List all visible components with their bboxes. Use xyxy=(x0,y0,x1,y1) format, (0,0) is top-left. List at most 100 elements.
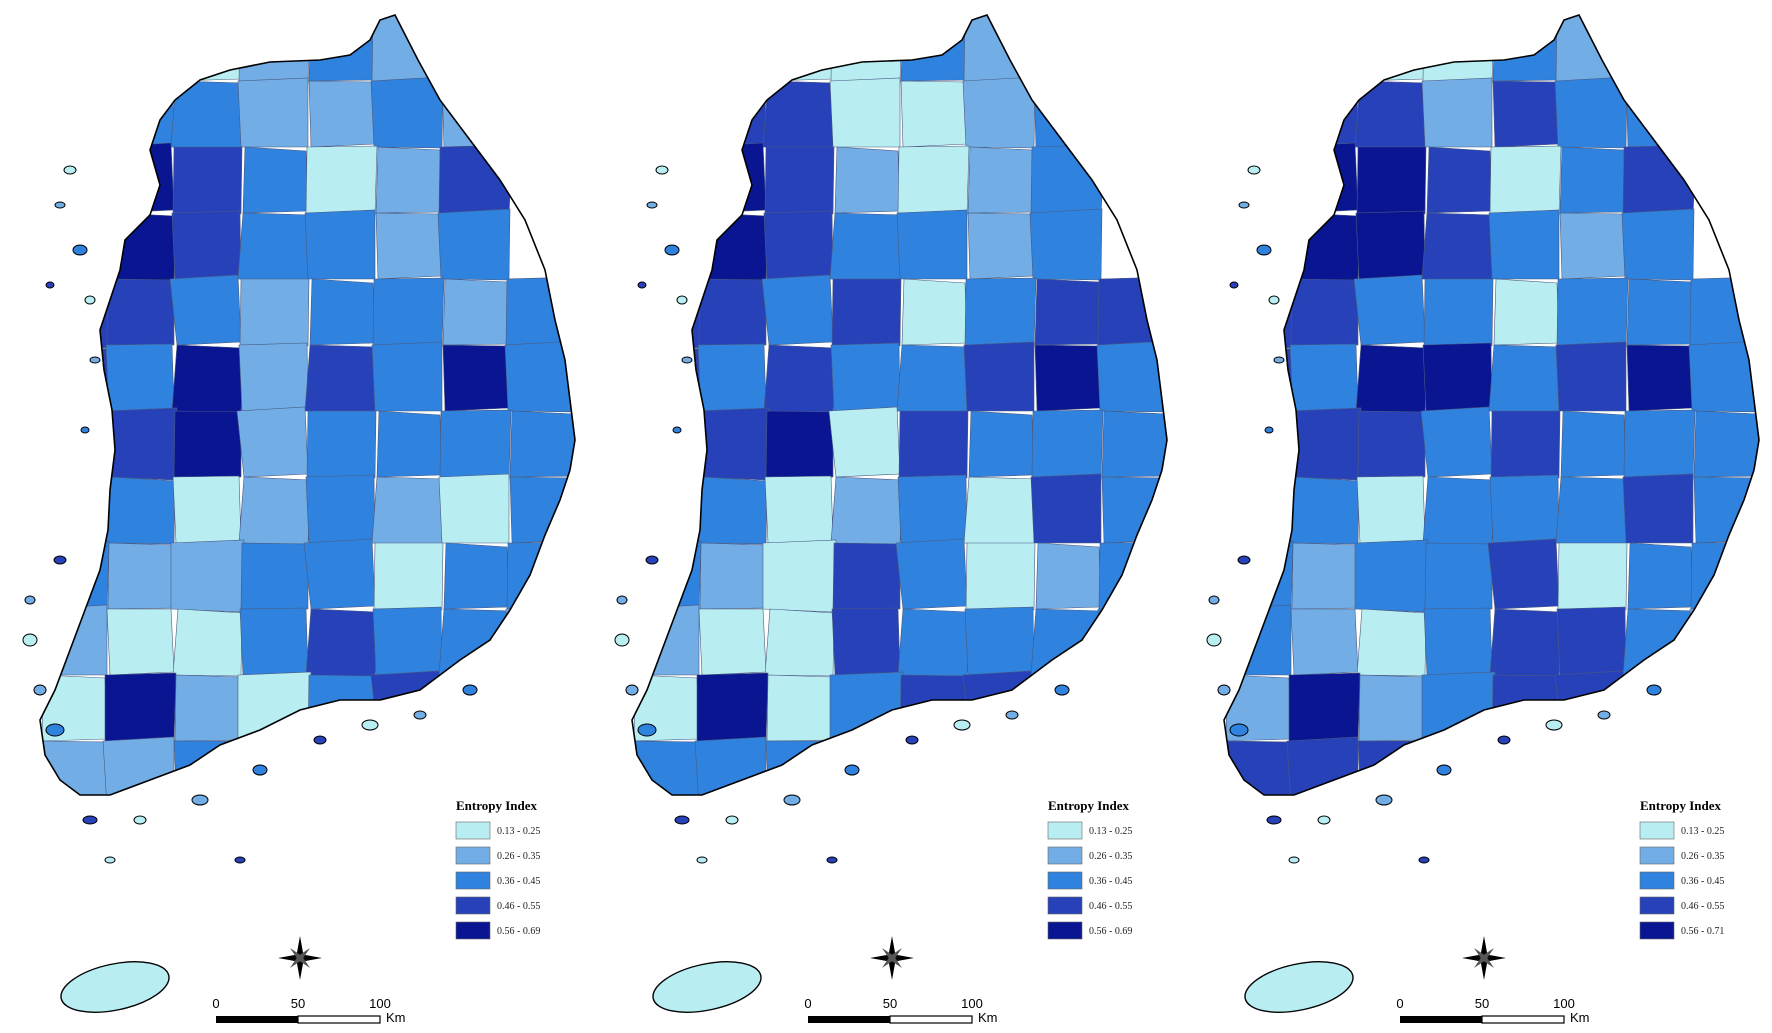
district-region xyxy=(1694,674,1759,742)
legend-swatch xyxy=(1047,871,1083,890)
legend: Entropy Index 0.13 - 0.25 0.26 - 0.35 0.36 … xyxy=(1639,798,1724,940)
jeju-island xyxy=(652,961,762,1013)
small-island xyxy=(783,794,801,806)
district-region xyxy=(40,15,108,82)
district-region xyxy=(305,474,376,544)
district-region xyxy=(1422,342,1493,412)
district-region xyxy=(897,608,970,678)
legend-title: Entropy Index xyxy=(1048,798,1130,813)
legend-label: 0.13 - 0.25 xyxy=(1089,826,1132,837)
north-arrow-icon xyxy=(1462,936,1506,980)
district-region xyxy=(1622,473,1694,544)
district-region xyxy=(1423,278,1494,347)
district-region xyxy=(442,278,510,346)
district-region xyxy=(1487,538,1560,610)
scale-bar-tick-label: 50 xyxy=(883,996,897,1011)
district-region xyxy=(1624,674,1695,743)
district-region xyxy=(900,15,968,82)
district-region xyxy=(1556,277,1629,348)
district-region xyxy=(240,542,309,610)
legend-swatch xyxy=(455,921,491,940)
district-region xyxy=(900,80,968,148)
district-region xyxy=(764,475,834,544)
small-island xyxy=(53,555,67,565)
district-region xyxy=(694,142,767,214)
district-region xyxy=(1555,15,1630,85)
district-region xyxy=(308,80,376,148)
small-island xyxy=(696,856,708,864)
district-region xyxy=(40,80,110,150)
district-region xyxy=(1288,672,1361,744)
small-island xyxy=(1238,201,1250,209)
district-region xyxy=(1689,276,1759,349)
district-region xyxy=(440,674,511,743)
district-region xyxy=(1489,145,1562,216)
district-region xyxy=(964,740,1037,795)
district-region xyxy=(1627,542,1694,610)
scale-bar-tick-label: 100 xyxy=(369,996,391,1011)
small-island xyxy=(82,815,98,825)
district-region xyxy=(761,274,834,346)
compass-needle xyxy=(290,948,310,968)
district-region xyxy=(1489,608,1562,678)
small-island xyxy=(1273,356,1285,364)
district-region xyxy=(1690,541,1759,612)
district-region xyxy=(376,410,443,478)
district-region xyxy=(1034,344,1102,412)
district-region xyxy=(1356,608,1427,677)
district-region xyxy=(1224,80,1294,150)
district-region xyxy=(967,146,1035,214)
district-region xyxy=(899,674,968,742)
small-island xyxy=(1268,295,1280,305)
scale-bar-segment xyxy=(889,1015,973,1024)
small-island xyxy=(655,165,669,175)
district-region xyxy=(102,736,175,795)
district-region xyxy=(305,608,378,678)
small-island xyxy=(1206,633,1222,647)
district-region xyxy=(632,146,700,214)
district-region xyxy=(830,476,903,546)
scale-bar-segment xyxy=(1481,1015,1565,1024)
district-region xyxy=(1554,76,1628,149)
district-region xyxy=(898,410,969,479)
district-region xyxy=(1625,80,1694,148)
small-island xyxy=(84,295,96,305)
district-region xyxy=(762,539,837,613)
district-region xyxy=(1102,674,1167,742)
district-region xyxy=(1559,146,1627,214)
small-island xyxy=(614,633,630,647)
district-region xyxy=(1492,15,1560,82)
district-region xyxy=(504,340,575,413)
district-region xyxy=(963,15,1038,85)
legend-swatch xyxy=(1639,821,1675,840)
map-panel-3: Entropy Index 0.13 - 0.25 0.26 - 0.35 0.36 … xyxy=(1206,14,1760,1025)
scale-bar-tick-label: 100 xyxy=(1553,996,1575,1011)
district-region xyxy=(169,274,242,346)
district-region xyxy=(40,476,108,544)
small-island xyxy=(1217,684,1231,696)
legend-label: 0.46 - 0.55 xyxy=(1681,901,1724,912)
district-region xyxy=(1353,274,1426,346)
district-region xyxy=(175,15,242,82)
district-region xyxy=(40,211,108,280)
scale-bar-tick-label: 0 xyxy=(804,996,811,1011)
district-region xyxy=(1621,208,1695,281)
district-region xyxy=(1355,344,1428,414)
scale-bar-unit: Km xyxy=(386,1010,406,1025)
district-region xyxy=(1555,476,1630,547)
district-region xyxy=(1493,278,1560,346)
legend-label: 0.56 - 0.69 xyxy=(1089,926,1132,937)
legend-swatch xyxy=(455,871,491,890)
district-region xyxy=(962,76,1036,149)
district-region xyxy=(1289,343,1359,412)
small-island xyxy=(1288,856,1300,864)
district-region xyxy=(438,473,510,544)
small-island xyxy=(637,723,657,737)
legend-label: 0.36 - 0.45 xyxy=(497,876,540,887)
district-region xyxy=(1423,740,1494,795)
north-arrow-icon xyxy=(870,936,914,980)
district-region xyxy=(901,278,968,346)
district-region xyxy=(1556,740,1629,795)
small-island xyxy=(234,856,246,864)
district-region xyxy=(1224,344,1293,413)
